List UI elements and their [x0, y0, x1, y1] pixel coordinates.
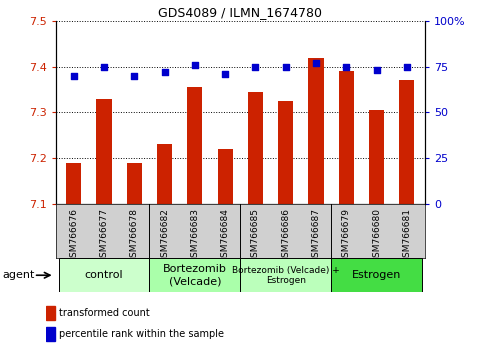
- Text: percentile rank within the sample: percentile rank within the sample: [59, 329, 224, 339]
- Text: GSM766680: GSM766680: [372, 208, 381, 263]
- Text: control: control: [85, 270, 123, 280]
- Point: [252, 64, 259, 70]
- Text: GSM766687: GSM766687: [312, 208, 321, 263]
- Bar: [278, 101, 293, 204]
- Bar: [58, 258, 149, 292]
- Text: agent: agent: [2, 270, 35, 280]
- Bar: [309, 58, 324, 204]
- Bar: [217, 149, 233, 204]
- Point: [282, 64, 290, 70]
- Bar: [248, 92, 263, 204]
- Bar: [66, 162, 81, 204]
- Bar: [127, 162, 142, 204]
- Text: transformed count: transformed count: [59, 308, 150, 318]
- Point: [161, 69, 169, 75]
- Text: GSM766676: GSM766676: [69, 208, 78, 263]
- Text: GSM766683: GSM766683: [190, 208, 199, 263]
- Point: [191, 62, 199, 68]
- Bar: [187, 87, 202, 204]
- Text: Bortezomib (Velcade) +
Estrogen: Bortezomib (Velcade) + Estrogen: [232, 266, 340, 285]
- Bar: [339, 72, 354, 204]
- Bar: [46, 306, 56, 320]
- Text: GSM766686: GSM766686: [281, 208, 290, 263]
- Bar: [157, 144, 172, 204]
- Bar: [46, 327, 56, 341]
- Bar: [399, 80, 414, 204]
- Text: GSM766678: GSM766678: [130, 208, 139, 263]
- Text: GSM766685: GSM766685: [251, 208, 260, 263]
- Title: GDS4089 / ILMN_1674780: GDS4089 / ILMN_1674780: [158, 6, 322, 19]
- Point: [70, 73, 78, 79]
- Point: [100, 64, 108, 70]
- Bar: [241, 258, 331, 292]
- Point: [221, 71, 229, 77]
- Bar: [369, 110, 384, 204]
- Text: GSM766684: GSM766684: [221, 208, 229, 263]
- Bar: [331, 258, 422, 292]
- Text: GSM766682: GSM766682: [160, 208, 169, 263]
- Point: [373, 68, 381, 73]
- Bar: [97, 99, 112, 204]
- Point: [130, 73, 138, 79]
- Text: Bortezomib
(Velcade): Bortezomib (Velcade): [163, 264, 227, 286]
- Text: GSM766681: GSM766681: [402, 208, 412, 263]
- Text: GSM766677: GSM766677: [99, 208, 109, 263]
- Text: GSM766679: GSM766679: [342, 208, 351, 263]
- Point: [403, 64, 411, 70]
- Point: [312, 60, 320, 66]
- Text: Estrogen: Estrogen: [352, 270, 401, 280]
- Bar: [149, 258, 241, 292]
- Point: [342, 64, 350, 70]
